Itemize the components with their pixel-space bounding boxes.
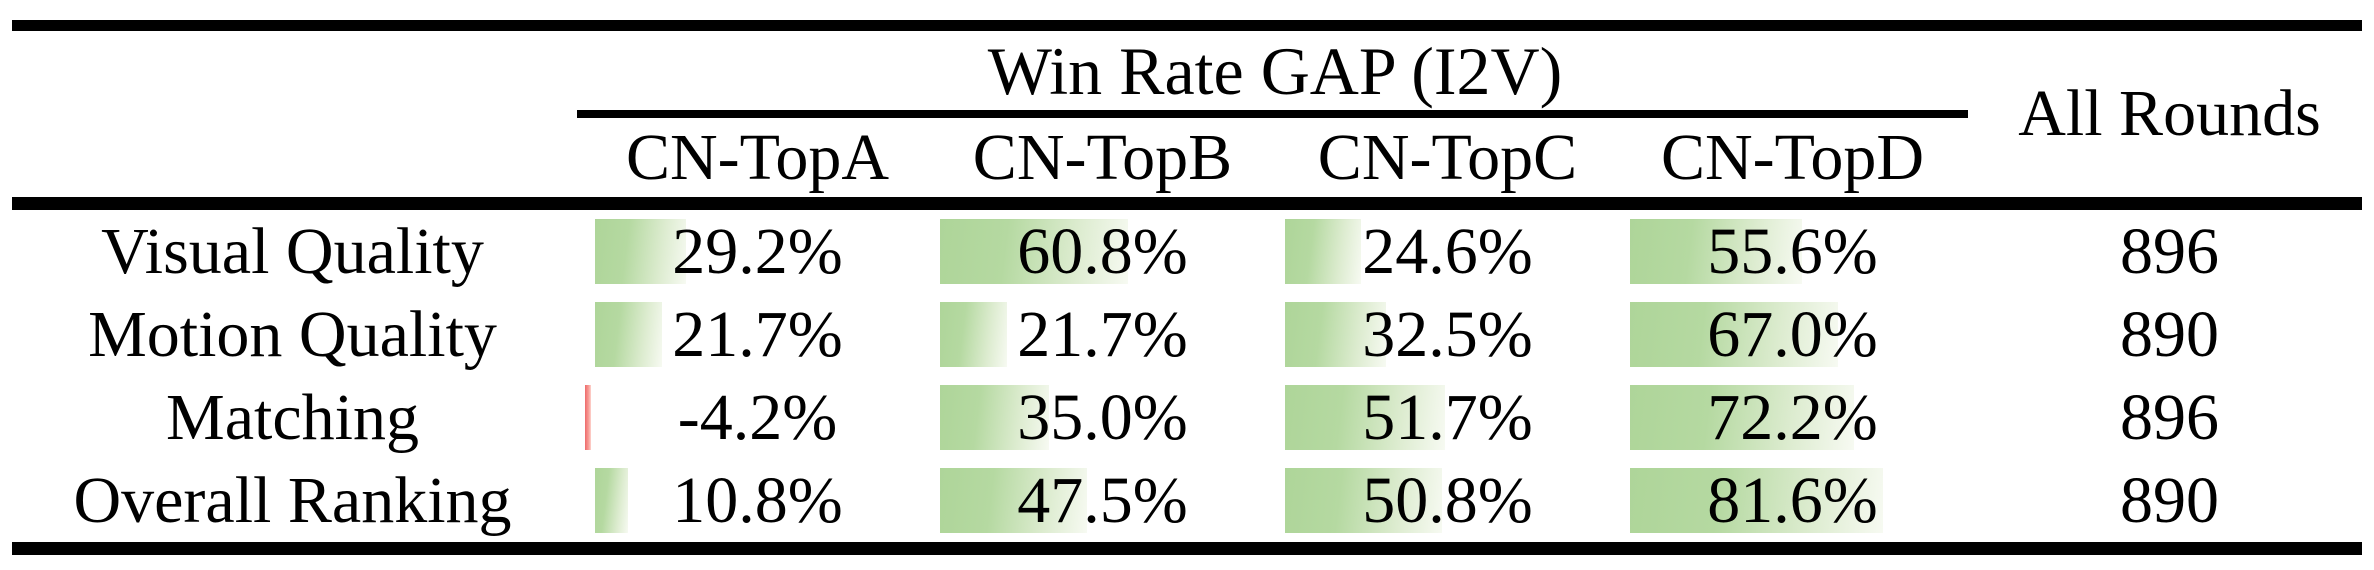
win-rate-cell: 35.0% bbox=[930, 376, 1275, 459]
win-rate-value: 72.2% bbox=[1707, 380, 1878, 454]
positive-data-bar bbox=[1630, 219, 1802, 284]
negative-data-bar bbox=[585, 385, 591, 450]
win-rate-value: 60.8% bbox=[1017, 214, 1188, 288]
column-header-cn-topc: CN-TopC bbox=[1317, 120, 1578, 194]
positive-data-bar bbox=[940, 468, 1087, 533]
win-rate-cell: 21.7% bbox=[585, 293, 930, 376]
positive-data-bar bbox=[595, 219, 686, 284]
all-rounds-column-header: All Rounds bbox=[2018, 77, 2321, 150]
positive-data-bar bbox=[1285, 219, 1361, 284]
table-bottom-rule bbox=[12, 542, 2362, 555]
win-rate-cell: 60.8% bbox=[930, 210, 1275, 293]
win-rate-cell: 47.5% bbox=[930, 459, 1275, 542]
win-rate-cell: 81.6% bbox=[1620, 459, 1965, 542]
win-rate-value: 29.2% bbox=[672, 214, 843, 288]
group-header-win-rate-gap: Win Rate GAP (I2V) bbox=[987, 32, 1563, 109]
win-rate-value: 50.8% bbox=[1362, 463, 1533, 537]
positive-data-bar bbox=[1285, 385, 1445, 450]
win-rate-value: 55.6% bbox=[1707, 214, 1878, 288]
all-rounds-value: 890 bbox=[2120, 463, 2219, 537]
win-rate-cell: 32.5% bbox=[1275, 293, 1620, 376]
positive-data-bar bbox=[1630, 468, 1883, 533]
win-rate-value: 21.7% bbox=[672, 297, 843, 371]
column-header-cn-topa: CN-TopA bbox=[625, 120, 890, 194]
win-rate-cell: 29.2% bbox=[585, 210, 930, 293]
positive-data-bar bbox=[940, 219, 1128, 284]
win-rate-value: 32.5% bbox=[1362, 297, 1533, 371]
all-rounds-value: 896 bbox=[2120, 214, 2219, 288]
win-rate-value: 35.0% bbox=[1017, 380, 1188, 454]
win-rate-cell: 55.6% bbox=[1620, 210, 1965, 293]
win-rate-value: 10.8% bbox=[672, 463, 843, 537]
win-rate-value: 21.7% bbox=[1017, 297, 1188, 371]
column-header-cn-topd: CN-TopD bbox=[1660, 120, 1925, 194]
win-rate-value: 67.0% bbox=[1707, 297, 1878, 371]
positive-data-bar bbox=[1630, 302, 1838, 367]
row-label: Visual Quality bbox=[101, 214, 484, 288]
positive-data-bar bbox=[1285, 468, 1442, 533]
row-label: Motion Quality bbox=[88, 297, 497, 371]
row-label: Overall Ranking bbox=[73, 463, 512, 537]
win-rate-cell: 21.7% bbox=[930, 293, 1275, 376]
win-rate-value: 81.6% bbox=[1707, 463, 1878, 537]
positive-data-bar bbox=[1285, 302, 1386, 367]
win-rate-value: 47.5% bbox=[1017, 463, 1188, 537]
win-rate-cell: 10.8% bbox=[585, 459, 930, 542]
group-header-underline bbox=[577, 110, 1968, 118]
all-rounds-value: 890 bbox=[2120, 297, 2219, 371]
win-rate-value: -4.2% bbox=[677, 380, 838, 454]
positive-data-bar bbox=[1630, 385, 1854, 450]
win-rate-value: 24.6% bbox=[1362, 214, 1533, 288]
header-body-rule bbox=[12, 197, 2362, 210]
win-rate-cell: 50.8% bbox=[1275, 459, 1620, 542]
win-rate-cell: 72.2% bbox=[1620, 376, 1965, 459]
positive-data-bar bbox=[595, 468, 628, 533]
all-rounds-value: 896 bbox=[2120, 380, 2219, 454]
table-top-rule bbox=[12, 20, 2362, 31]
positive-data-bar bbox=[595, 302, 662, 367]
column-header-cn-topb: CN-TopB bbox=[972, 120, 1233, 194]
win-rate-cell: -4.2% bbox=[585, 376, 930, 459]
win-rate-value: 51.7% bbox=[1362, 380, 1533, 454]
win-rate-cell: 24.6% bbox=[1275, 210, 1620, 293]
win-rate-cell: 51.7% bbox=[1275, 376, 1620, 459]
win-rate-cell: 67.0% bbox=[1620, 293, 1965, 376]
positive-data-bar bbox=[940, 302, 1007, 367]
positive-data-bar bbox=[940, 385, 1049, 450]
row-label: Matching bbox=[166, 380, 419, 454]
